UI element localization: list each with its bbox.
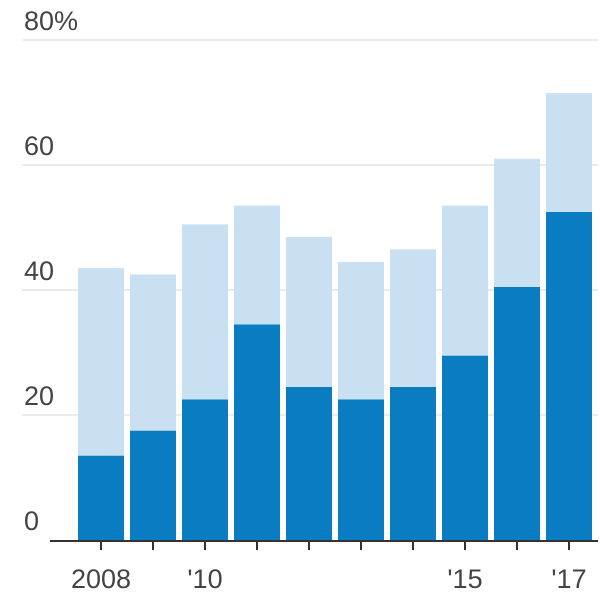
bar-2015-segment-1 [442, 355, 488, 540]
bar-2014-segment-2 [390, 249, 436, 387]
x-axis-labels: 2008 '10 '15 '17 [71, 564, 587, 594]
bar-2017-segment-1 [546, 211, 592, 540]
y-tick-label-0: 0 [24, 506, 39, 536]
bar-2011-segment-2 [234, 205, 280, 325]
x-axis-ticks [100, 541, 570, 550]
y-tick-label-40: 40 [24, 256, 54, 286]
bar-2009-segment-2 [130, 274, 176, 431]
bar-2014-segment-1 [390, 386, 436, 540]
bar-2016-segment-2 [494, 158, 540, 287]
bar-2008-segment-2 [78, 268, 124, 456]
x-tick-label-2010: '10 [187, 564, 222, 594]
bar-2016-segment-1 [494, 286, 540, 540]
x-tick-label-2017: '17 [551, 564, 586, 594]
bar-2013-segment-1 [338, 399, 384, 540]
bar-2010-segment-2 [182, 224, 228, 400]
bars [78, 93, 592, 540]
bar-2017-segment-2 [546, 93, 592, 212]
y-tick-label-20: 20 [24, 381, 54, 411]
bar-2012-segment-1 [286, 386, 332, 540]
bar-2015-segment-2 [442, 205, 488, 356]
bar-2013-segment-2 [338, 261, 384, 400]
bar-2011-segment-1 [234, 324, 280, 540]
y-tick-label-80: 80% [24, 6, 78, 36]
x-tick-label-2015: '15 [447, 564, 482, 594]
bar-2012-segment-2 [286, 236, 332, 387]
bar-2010-segment-1 [182, 399, 228, 540]
y-axis-labels: 0 20 40 60 80% [24, 6, 78, 536]
bar-2009-segment-1 [130, 430, 176, 540]
y-tick-label-60: 60 [24, 131, 54, 161]
bar-2008-segment-1 [78, 455, 124, 540]
x-tick-label-2008: 2008 [71, 564, 131, 594]
